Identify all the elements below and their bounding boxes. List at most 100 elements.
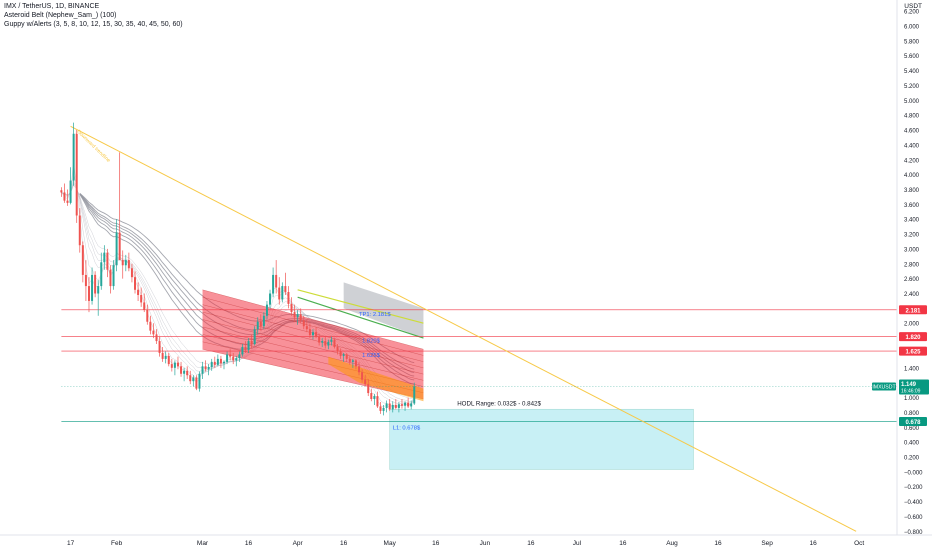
green-moving-average — [297, 296, 424, 339]
candle-body — [201, 366, 204, 374]
indicator-asteroid-belt[interactable]: Asteroid Belt (Nephew_Sam_) (100) — [4, 12, 117, 19]
candle-body — [223, 361, 225, 364]
time-tick-label: Aug — [666, 540, 678, 547]
price-tick-label: 3.600 — [904, 203, 920, 209]
time-tick-label: 16 — [810, 540, 818, 547]
candle — [219, 355, 222, 368]
candle — [265, 300, 268, 320]
candle-body — [219, 358, 222, 364]
candle-body — [106, 252, 109, 270]
symbol-badge — [872, 382, 896, 391]
price-tick-label: −0.000 — [904, 470, 923, 476]
candle-body — [410, 403, 413, 407]
countdown-text: 16:46:09 — [901, 388, 921, 394]
time-tick-label: Jul — [573, 540, 582, 547]
time-tick-label: 16 — [619, 540, 627, 547]
candle-body — [287, 292, 290, 304]
candle — [158, 336, 161, 357]
level-price-badge — [899, 305, 927, 315]
candle — [176, 356, 179, 370]
candle — [361, 369, 364, 383]
candle — [103, 245, 106, 270]
candle-body — [198, 373, 201, 389]
candle — [388, 399, 391, 411]
candle-body — [370, 393, 373, 400]
candle — [382, 404, 385, 416]
price-tick-label: 1.000 — [904, 396, 920, 402]
candle — [137, 282, 140, 301]
candle-body — [173, 362, 176, 368]
candle — [379, 401, 382, 414]
candle — [370, 388, 373, 402]
candle — [269, 289, 272, 309]
candle — [348, 355, 351, 365]
candle-body — [413, 386, 416, 404]
candle-body — [94, 274, 97, 294]
asteroid-belt-line — [202, 297, 424, 356]
price-tick-label: 3.800 — [904, 188, 920, 194]
price-tick-label: 4.200 — [904, 158, 920, 164]
candle — [364, 375, 367, 387]
time-tick-label: Apr — [293, 540, 304, 547]
indicator-guppy[interactable]: Guppy w/Alerts (3, 5, 8, 10, 12, 15, 30,… — [4, 21, 183, 28]
candle — [146, 304, 149, 325]
level-price-badge — [899, 346, 927, 356]
candle — [250, 334, 253, 349]
candle-body — [170, 364, 173, 368]
candle — [404, 401, 407, 411]
candle-body — [305, 326, 308, 330]
candle-body — [358, 366, 361, 373]
symbol-title[interactable]: IMX / TetherUS, 1D, BINANCE — [4, 3, 100, 10]
candle-body — [124, 260, 127, 266]
hodl-range-box — [389, 408, 694, 470]
time-tick-label: 17 — [67, 540, 75, 547]
candle-body — [118, 232, 121, 261]
candle-body — [281, 286, 284, 300]
candle-body — [192, 377, 195, 382]
candle-body — [91, 274, 94, 301]
time-tick-label: Feb — [111, 540, 123, 547]
candle-body — [278, 287, 281, 300]
candle — [213, 356, 216, 368]
candle — [152, 323, 155, 339]
candle-body — [69, 180, 72, 203]
candle-body — [327, 341, 330, 346]
asteroid-belt-orange-band — [328, 356, 424, 402]
price-tick-label: 4.800 — [904, 114, 920, 120]
candle — [127, 252, 130, 272]
candle — [226, 351, 229, 365]
candle — [75, 130, 78, 223]
projection-band — [343, 282, 424, 339]
level-price-badge — [899, 416, 927, 426]
candle — [253, 326, 256, 346]
candle — [336, 344, 339, 355]
time-tick-label: Oct — [854, 540, 864, 547]
candle-body — [75, 133, 78, 216]
candle-body — [373, 396, 376, 400]
candle-body — [397, 404, 400, 408]
candle-body — [290, 303, 293, 313]
price-tick-label: −0.200 — [904, 485, 923, 491]
candle-body — [167, 355, 170, 365]
candle — [100, 252, 103, 290]
candle — [324, 336, 327, 349]
candle-body — [407, 402, 410, 407]
candle-body — [308, 329, 311, 336]
asteroid-belt-line — [202, 289, 424, 350]
candle — [262, 312, 265, 330]
tp1-label: TP1: 2.181$ — [359, 312, 391, 318]
candle — [183, 367, 186, 382]
candle — [413, 382, 416, 405]
price-tick-label: 5.000 — [904, 99, 920, 105]
price-tick-label: 5.800 — [904, 39, 920, 45]
candle — [299, 308, 302, 324]
candle — [272, 267, 275, 298]
candle — [281, 282, 284, 303]
candle-body — [265, 304, 268, 316]
candle-body — [189, 375, 192, 382]
hodl-range-label: HODL Range: 0.032$ - 0.842$ — [457, 400, 541, 407]
candle — [339, 348, 342, 359]
candle-body — [161, 352, 164, 359]
yellow-moving-average — [297, 289, 424, 324]
